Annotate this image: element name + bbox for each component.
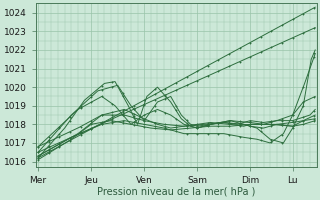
X-axis label: Pression niveau de la mer( hPa ): Pression niveau de la mer( hPa ) (97, 187, 255, 197)
